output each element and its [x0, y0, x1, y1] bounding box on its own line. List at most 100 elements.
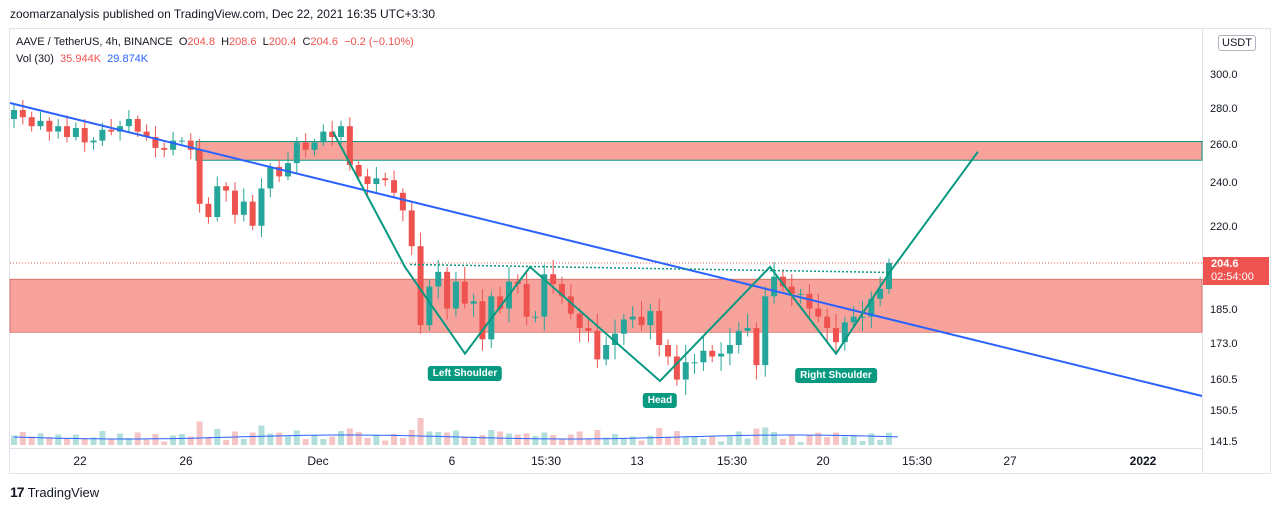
volume-bar — [338, 431, 345, 445]
volume-bar — [682, 437, 689, 445]
volume-bar — [293, 430, 300, 445]
candle-body — [779, 276, 786, 287]
candle-body — [665, 345, 672, 357]
volume-bar — [417, 418, 424, 445]
candle-body — [638, 316, 645, 326]
volume-label: Vol (30) — [16, 53, 54, 65]
volume-bar — [479, 435, 486, 445]
volume-bar — [355, 432, 362, 445]
volume-value: 35.944K — [60, 53, 102, 65]
head-label: Head — [642, 393, 678, 408]
volume-bar — [178, 434, 185, 445]
volume-bar — [426, 431, 433, 445]
volume-bar — [196, 421, 203, 445]
candle-body — [824, 316, 831, 328]
candle-body — [302, 142, 309, 150]
volume-bar — [28, 436, 35, 445]
time-tick-label: 6 — [448, 454, 456, 468]
symbol-legend[interactable]: AAVE / TetherUS, 4h, BINANCE O204.8 H208… — [16, 36, 414, 48]
volume-bar — [726, 436, 733, 445]
candle-body — [771, 276, 778, 297]
candle-body — [72, 128, 79, 137]
candle-body — [258, 188, 265, 226]
candle-body — [205, 203, 212, 217]
candle-body — [143, 131, 150, 137]
candle-body — [718, 353, 725, 357]
candle-body — [284, 163, 291, 177]
high-value: 208.6 — [229, 36, 257, 48]
price-tick-label: 141.5 — [1210, 436, 1238, 448]
symbol-name: AAVE / TetherUS, 4h, BINANCE — [16, 36, 173, 48]
candle-body — [603, 345, 610, 360]
volume-bar — [585, 438, 592, 445]
candle-body — [28, 117, 35, 127]
volume-bar — [603, 437, 610, 445]
candle-body — [673, 356, 680, 380]
time-tick-label: Dec — [307, 454, 329, 468]
time-tick-label: 20 — [816, 454, 830, 468]
candle-body — [470, 301, 477, 304]
volume-bar — [37, 433, 44, 445]
volume-bar — [373, 434, 380, 445]
price-tick-label: 280.0 — [1210, 103, 1238, 115]
volume-bar — [815, 432, 822, 445]
volume-ma-line — [13, 434, 898, 440]
volume-bar — [709, 436, 716, 445]
volume-bar — [691, 436, 698, 445]
candle-body — [435, 271, 442, 287]
candle-body — [117, 126, 124, 132]
volume-bar — [673, 431, 680, 445]
volume-bar — [771, 432, 778, 445]
candle-body — [762, 296, 769, 366]
volume-bar — [824, 437, 831, 445]
candle-body — [231, 190, 238, 215]
volume-legend[interactable]: Vol (30) 35.944K 29.874K — [16, 53, 148, 65]
volume-bar — [435, 432, 442, 445]
volume-bar — [718, 441, 725, 445]
volume-bar — [779, 439, 786, 445]
candle-body — [744, 328, 751, 331]
volume-bar — [81, 438, 88, 445]
volume-bar — [231, 431, 238, 445]
candle-body — [108, 129, 115, 132]
change-value: −0.2 (−0.10%) — [344, 36, 414, 48]
volume-bar — [284, 436, 291, 445]
candle-body — [152, 137, 159, 148]
volume-bar — [638, 440, 645, 445]
last-price-tag: 204.6 02:54:00 — [1203, 257, 1269, 285]
open-label: O — [178, 36, 188, 48]
volume-bar — [99, 431, 106, 445]
currency-button[interactable]: USDT — [1218, 35, 1256, 51]
volume-bar — [505, 433, 512, 445]
price-tick-label: 220.0 — [1210, 221, 1238, 233]
left-shoulder-label: Left Shoulder — [427, 366, 503, 381]
brand-name: TradingView — [27, 484, 100, 500]
candle-body — [797, 293, 804, 295]
candle-body — [311, 142, 318, 150]
candle-body — [249, 201, 256, 226]
volume-bar — [55, 434, 62, 445]
candle-body — [399, 192, 406, 211]
candle-body — [293, 142, 300, 164]
candle-body — [408, 210, 415, 247]
candle-body — [479, 301, 486, 340]
price-tick-label: 240.0 — [1210, 177, 1238, 189]
candle-body — [90, 140, 97, 143]
footer-brand[interactable]: 17 TradingView — [10, 484, 99, 500]
price-tick-label: 185.0 — [1210, 304, 1238, 316]
descending-trendline — [9, 102, 1203, 397]
last-price: 204.6 — [1211, 258, 1239, 270]
candle-body — [859, 316, 866, 318]
time-tick-label: 13 — [630, 454, 644, 468]
volume-bar — [859, 441, 866, 445]
candle-body — [841, 322, 848, 343]
candle-body — [550, 274, 557, 285]
volume-bar — [170, 435, 177, 445]
candle-body — [99, 129, 106, 141]
volume-bar — [868, 433, 875, 445]
candle-body — [178, 140, 185, 142]
candle-body — [161, 147, 168, 150]
volume-bar — [850, 435, 857, 445]
candle-body — [391, 180, 398, 193]
